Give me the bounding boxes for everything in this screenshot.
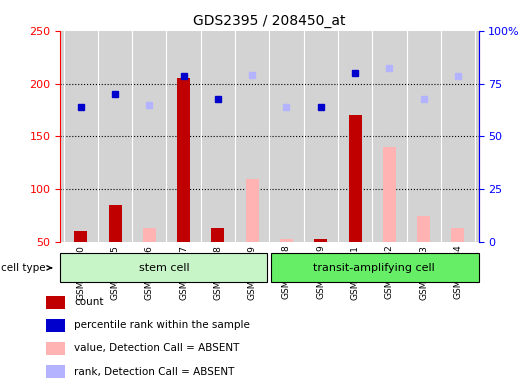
Bar [271,253,479,282]
Bar [47,296,65,309]
Bar [417,215,430,242]
Bar [143,228,156,242]
Title: GDS2395 / 208450_at: GDS2395 / 208450_at [193,14,346,28]
Bar [108,205,121,242]
Bar [47,319,65,332]
Bar [211,228,224,242]
Bar [74,231,87,242]
Text: stem cell: stem cell [140,263,190,273]
Bar [348,115,361,242]
Bar [47,365,65,378]
Text: percentile rank within the sample: percentile rank within the sample [74,320,250,331]
Bar [177,78,190,242]
Bar [280,239,293,242]
Text: transit-amplifying cell: transit-amplifying cell [313,263,435,273]
Bar [314,239,327,242]
Bar [246,179,259,242]
Text: rank, Detection Call = ABSENT: rank, Detection Call = ABSENT [74,366,234,377]
Text: count: count [74,297,104,308]
Bar [451,228,464,242]
Bar [383,147,396,242]
Text: cell type: cell type [1,263,52,273]
Text: value, Detection Call = ABSENT: value, Detection Call = ABSENT [74,343,240,354]
Bar [47,342,65,355]
Bar [60,253,267,282]
